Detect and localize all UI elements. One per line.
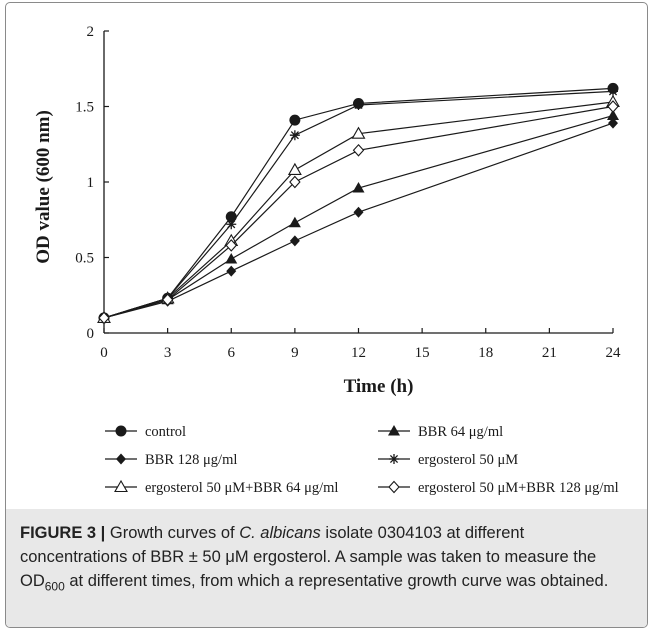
legend-item: ergosterol 50 μM+BBR 64 μg/ml [105,479,338,496]
series-lines [97,82,620,325]
data-point [607,109,619,121]
legend-label: BBR 128 μg/ml [145,452,237,468]
x-tick-label: 3 [164,345,172,361]
legend-item: ergosterol 50 μM [378,452,518,468]
series-line [103,101,614,319]
caption-text-2: isolate 0304103 at different concentrati… [20,524,597,590]
caption-species: C. albicans [239,524,321,542]
data-point [608,117,618,129]
series-line [103,90,614,319]
data-point [608,86,618,97]
legend-label: ergosterol 50 μM [418,452,518,468]
caption-subscript: 600 [44,579,65,594]
series-ergosterol-50-m-bbr-128-g-ml [98,100,619,325]
data-point [226,219,237,230]
legend-item: BBR 128 μg/ml [105,452,237,468]
x-tick-label: 24 [606,345,622,361]
data-point [289,114,301,126]
series-line [103,122,614,319]
legend-item: control [105,424,186,440]
x-axis-title: Time (h) [344,376,414,397]
y-tick-label: 1 [87,175,95,191]
data-point [607,100,619,113]
y-tick-label: 2 [87,24,95,40]
legend-label: control [145,424,186,440]
data-point [351,126,366,139]
series-line [103,105,614,319]
y-tick-label: 1.5 [75,100,94,116]
data-point [115,425,127,437]
y-axis-title: OD value (600 nm) [33,110,54,264]
x-tick-label: 12 [351,345,366,361]
legend-item: BBR 64 μg/ml [378,424,503,440]
data-point [388,425,400,436]
data-point [114,479,128,493]
x-tick-label: 9 [291,345,299,361]
data-point [98,311,110,325]
data-point [388,480,400,494]
data-point [389,454,399,464]
data-point [116,453,126,465]
legend-item: ergosterol 50 μM+BBR 128 μg/ml [378,480,619,496]
data-point [352,143,365,157]
data-point [161,293,174,307]
x-tick-label: 21 [542,345,557,361]
data-point [289,130,300,141]
data-point [353,99,364,110]
data-point [288,216,301,228]
caption-text-1: Growth curves of [105,524,240,542]
data-point [289,175,301,189]
data-point [226,265,237,277]
data-point [225,253,238,264]
caption-label: FIGURE 3 | [20,524,106,542]
legend-label: BBR 64 μg/ml [418,424,503,440]
data-point [289,235,300,247]
data-point [353,206,364,218]
figure-caption: FIGURE 3 | Growth curves of C. albicans … [6,509,647,627]
data-point [352,182,365,193]
legend-label: ergosterol 50 μM+BBR 64 μg/ml [145,480,338,496]
x-tick-label: 6 [228,345,236,361]
data-point [287,162,302,175]
x-tick-label: 15 [415,345,430,361]
caption-text-3: at different times, from which a represe… [64,572,609,590]
x-tick-label: 0 [100,345,108,361]
data-point [225,239,237,252]
series-ergosterol-50-m [99,86,618,323]
growth-curve-chart: 0 0.5 1 1.5 2 0 3 6 9 12 15 18 21 24 Time (h) OD value … [33,24,621,496]
legend-label: ergosterol 50 μM+BBR 128 μg/ml [418,480,619,496]
y-tick-label: 0.5 [75,251,94,267]
axes: 0 0.5 1 1.5 2 0 3 6 9 12 15 18 21 24 Time (h) OD value … [33,24,621,397]
legend: control BBR 64 μg/ml BBR 128 μg/ml ergoster… [105,424,619,496]
x-tick-label: 18 [478,345,493,361]
y-tick-label: 0 [87,326,95,342]
